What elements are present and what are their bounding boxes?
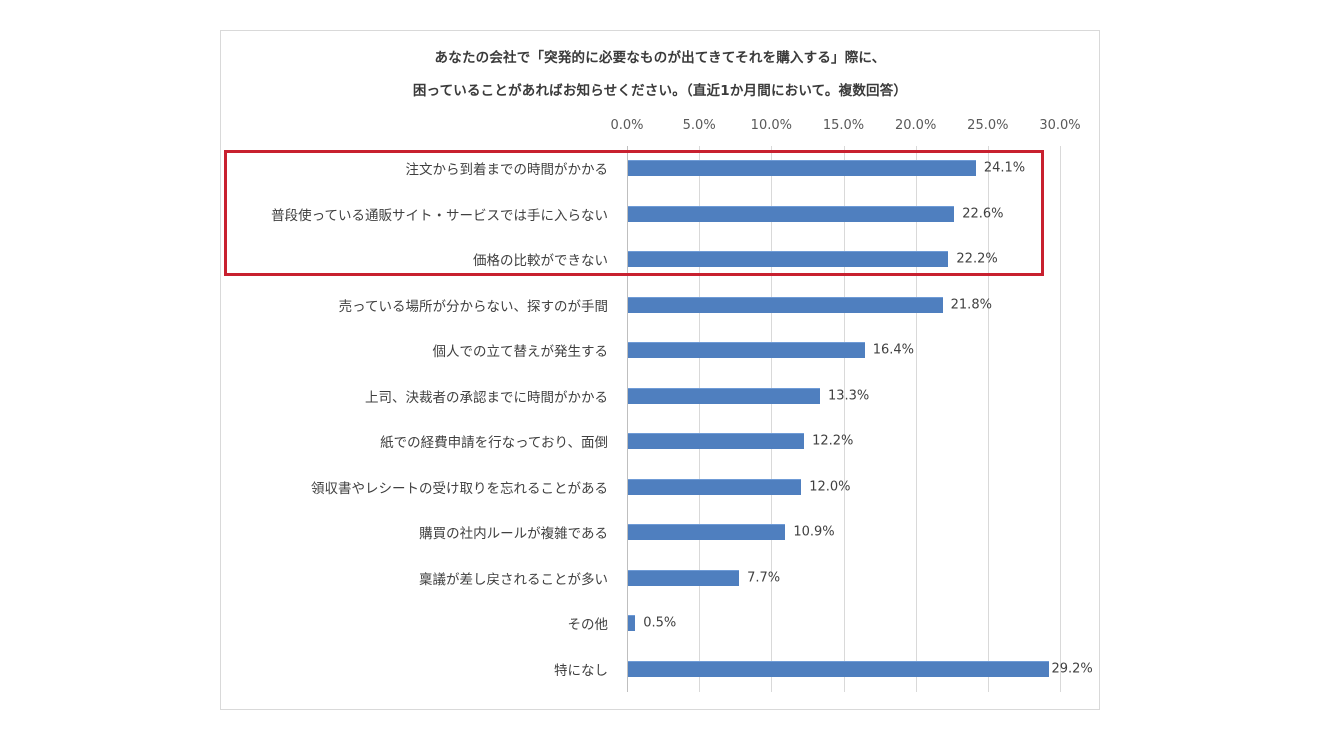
x-tick-label: 25.0% [967,118,1009,133]
gridline [771,146,773,692]
bar [628,160,976,176]
category-label: 領収書やレシートの受け取りを忘れることがある [311,480,608,497]
x-tick-label: 15.0% [822,118,865,133]
value-label: 21.8% [950,297,992,312]
bar [628,205,955,222]
bar [628,342,865,358]
bar [628,660,1050,677]
bar [628,478,802,495]
gridline [915,146,917,692]
gridline [699,146,701,692]
value-label: 12.2% [812,433,854,449]
category-label: 稟議が差し戻されることが多い [419,571,608,588]
value-label: 13.3% [827,388,870,403]
gridline [843,146,845,692]
category-label: 価格の比較ができない [473,253,608,269]
chart-frame [220,30,1100,710]
value-label: 29.2% [1051,661,1093,676]
value-label: 22.2% [956,251,998,267]
category-label: 上司、決裁者の承認までに時間がかかる [365,389,608,406]
category-label: その他 [567,617,609,633]
x-tick-label: 20.0% [895,118,937,133]
gridline [987,146,989,692]
value-label: 24.1% [983,160,1026,176]
category-label: 特になし [554,662,608,679]
x-tick-label: 30.0% [1039,118,1081,133]
value-label: 12.0% [809,479,851,494]
x-tick-label: 0.0% [610,118,644,133]
bar [628,524,786,540]
bar [628,433,805,449]
chart-title-line-1: あなたの会社で「突発的に必要なものが出てきてそれを購入する」際に、 [434,50,886,66]
category-label: 紙での経費申請を行なっており、面倒 [380,435,608,451]
bar [628,251,949,267]
value-label: 16.4% [872,342,915,358]
highlight-box [224,150,1044,276]
category-label: 個人での立て替えが発生する [432,344,609,360]
value-label: 22.6% [962,206,1004,221]
x-tick-label: 10.0% [750,118,792,133]
y-axis-line [627,146,628,692]
bar [628,387,820,404]
category-label: 注文から到着までの時間がかかる [405,162,609,178]
category-label: 購買の社内ルールが複雑である [419,526,608,542]
bar [628,296,943,313]
bar [628,615,636,631]
value-label: 10.9% [793,524,835,540]
gridline [1060,146,1061,692]
x-tick-label: 5.0% [682,118,716,133]
chart-title-line-2: 困っていることがあればお知らせください。（直近1か月間において。複数回答） [412,83,908,99]
bar [628,569,740,586]
category-label: 売っている場所が分からない、探すのが手間 [338,298,608,315]
value-label: 0.5% [643,615,677,631]
value-label: 7.7% [747,570,781,585]
category-label: 普段使っている通販サイト・サービスでは手に入らない [271,207,608,224]
